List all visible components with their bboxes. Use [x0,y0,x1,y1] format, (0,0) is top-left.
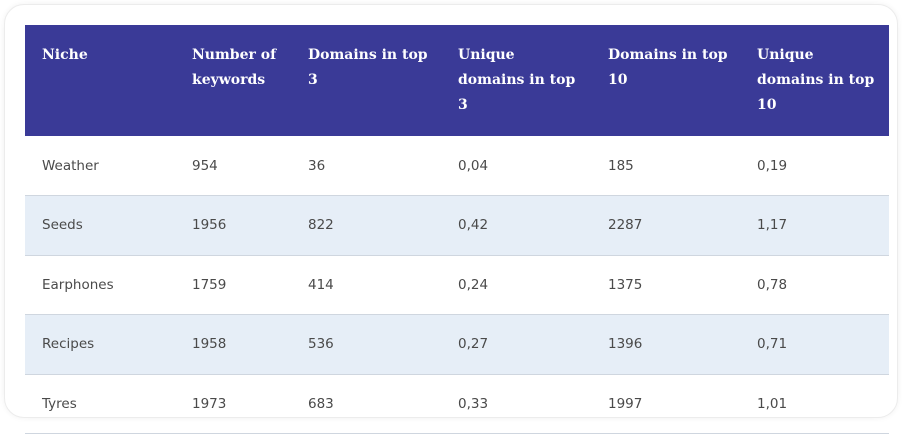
cell-number-of-keywords: 1958 [175,314,291,375]
cell-unique-domains-in-top-10: 0,71 [740,314,889,375]
cell-niche: Weather [25,136,175,196]
cell-number-of-keywords: 1973 [175,374,291,434]
cell-unique-domains-in-top-3: 0,24 [441,255,591,315]
cell-unique-domains-in-top-3: 0,33 [441,374,591,434]
cell-niche: Seeds [25,195,175,256]
header-unique-domains-in-top-3: Unique domains in top 3 [441,25,591,136]
cell-unique-domains-in-top-10: 0,19 [740,136,889,196]
table-row: Earphones 1759 414 0,24 1375 0,78 [25,255,889,315]
table-body: Weather 954 36 0,04 185 0,19 Seeds 1956 … [25,136,889,434]
cell-unique-domains-in-top-3: 0,42 [441,195,591,256]
header-niche: Niche [25,25,175,136]
cell-unique-domains-in-top-10: 1,17 [740,195,889,256]
cell-domains-in-top-3: 536 [291,314,441,375]
table-row: Seeds 1956 822 0,42 2287 1,17 [25,195,889,256]
cell-domains-in-top-3: 414 [291,255,441,315]
table-card: Niche Number of keywords Domains in top … [4,4,898,434]
cell-niche: Earphones [25,255,175,315]
header-unique-domains-in-top-10: Unique domains in top 10 [740,25,889,136]
table-row: Recipes 1958 536 0,27 1396 0,71 [25,314,889,375]
cell-domains-in-top-10: 2287 [591,195,740,256]
cell-domains-in-top-3: 683 [291,374,441,434]
cell-domains-in-top-10: 1375 [591,255,740,315]
cell-domains-in-top-10: 1997 [591,374,740,434]
cell-domains-in-top-3: 36 [291,136,441,196]
cell-niche: Recipes [25,314,175,375]
cell-unique-domains-in-top-10: 1,01 [740,374,889,434]
cell-unique-domains-in-top-3: 0,27 [441,314,591,375]
table-row: Tyres 1973 683 0,33 1997 1,01 [25,374,889,434]
header-domains-in-top-3: Domains in top 3 [291,25,441,136]
cell-number-of-keywords: 1759 [175,255,291,315]
cell-number-of-keywords: 954 [175,136,291,196]
cell-domains-in-top-10: 185 [591,136,740,196]
cell-unique-domains-in-top-10: 0,78 [740,255,889,315]
header-domains-in-top-10: Domains in top 10 [591,25,740,136]
niche-keywords-table: Niche Number of keywords Domains in top … [25,25,889,434]
table-row: Weather 954 36 0,04 185 0,19 [25,136,889,196]
cell-number-of-keywords: 1956 [175,195,291,256]
cell-niche: Tyres [25,374,175,434]
table-header: Niche Number of keywords Domains in top … [25,25,889,136]
header-number-of-keywords: Number of keywords [175,25,291,136]
cell-domains-in-top-10: 1396 [591,314,740,375]
header-row: Niche Number of keywords Domains in top … [25,25,889,136]
cell-unique-domains-in-top-3: 0,04 [441,136,591,196]
cell-domains-in-top-3: 822 [291,195,441,256]
